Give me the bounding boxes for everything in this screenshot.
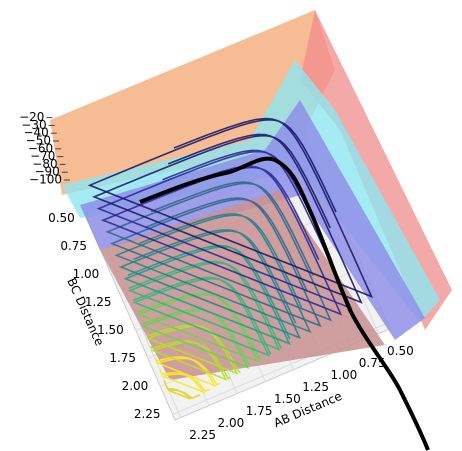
surface-band bbox=[300, 10, 452, 330]
contour-line bbox=[136, 292, 262, 363]
contour-line bbox=[109, 197, 322, 328]
z-tick-label: −60 bbox=[28, 141, 53, 155]
x-tick-label: 2.25 bbox=[189, 428, 216, 442]
contour-line bbox=[159, 368, 211, 394]
x-tick-label: 1.25 bbox=[302, 380, 329, 394]
contour-line bbox=[163, 380, 201, 400]
x-tick-label: 1.00 bbox=[331, 368, 358, 382]
contour-line bbox=[100, 165, 343, 316]
z-tick-label: −30 bbox=[21, 118, 46, 132]
x-tick-label: 1.75 bbox=[246, 404, 273, 418]
contour-line bbox=[96, 149, 353, 310]
y-axis-label: BC Distance bbox=[64, 276, 106, 348]
x-tick-label: 0.75 bbox=[359, 356, 386, 370]
contour-line bbox=[114, 213, 312, 334]
z-tick-label: −80 bbox=[32, 157, 57, 171]
surface-band bbox=[80, 100, 425, 340]
y-tick-label: 1.25 bbox=[85, 295, 112, 309]
z-tick-label: −40 bbox=[23, 126, 48, 140]
x-tick-label: 2.00 bbox=[218, 416, 245, 430]
contour-line bbox=[92, 133, 363, 304]
z-tick-label: −90 bbox=[34, 165, 59, 179]
z-tick-label: −50 bbox=[26, 134, 51, 148]
y-tick-label: 2.00 bbox=[122, 379, 149, 393]
y-tick-label: 1.00 bbox=[73, 267, 100, 281]
y-tick-label: 1.50 bbox=[97, 323, 124, 337]
contour-line bbox=[87, 117, 374, 298]
y-tick-label: 2.25 bbox=[134, 407, 161, 421]
contour-line bbox=[123, 244, 291, 345]
contour-line bbox=[118, 229, 302, 340]
y-tick-label: 0.50 bbox=[48, 211, 75, 225]
contour-line bbox=[150, 340, 231, 381]
x-tick-label: 0.50 bbox=[387, 344, 414, 358]
contour-line bbox=[105, 181, 333, 322]
x-tick-label: 1.50 bbox=[274, 392, 301, 406]
trajectory bbox=[139, 156, 430, 451]
z-tick-label: −70 bbox=[30, 149, 55, 163]
y-tick-label: 0.75 bbox=[60, 239, 87, 253]
contour-line bbox=[132, 276, 272, 357]
contour-line bbox=[127, 260, 282, 351]
z-tick-label: −20 bbox=[19, 110, 44, 124]
y-tick-label: 1.75 bbox=[109, 351, 136, 365]
z-tick-label: −100 bbox=[29, 173, 62, 187]
